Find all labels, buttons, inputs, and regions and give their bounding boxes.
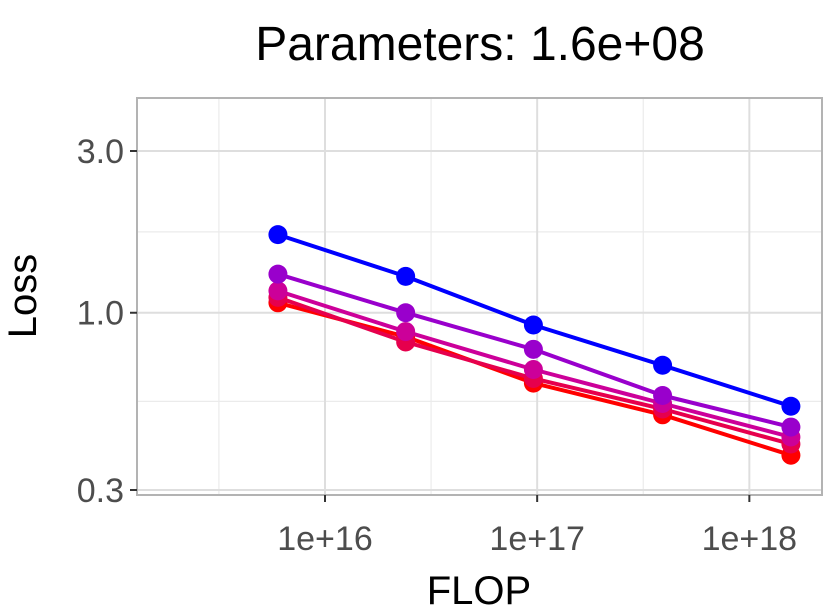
x-axis-title: FLOP — [427, 569, 531, 613]
data-point — [523, 315, 543, 335]
data-point — [781, 396, 801, 416]
plot-border — [136, 97, 823, 496]
series-group — [268, 225, 801, 416]
data-point — [653, 355, 673, 375]
data-point — [268, 281, 288, 301]
y-tick-label: 1.0 — [77, 295, 124, 333]
data-point — [268, 264, 288, 284]
data-point — [781, 417, 801, 437]
data-point — [396, 266, 416, 286]
y-tick-label: 3.0 — [77, 133, 124, 171]
data-point — [653, 386, 673, 406]
grid-major — [137, 98, 822, 495]
y-axis-ticks: 0.3 1.0 3.0 — [77, 133, 137, 510]
data-point — [523, 339, 543, 359]
data-point — [396, 303, 416, 323]
chart-title: Parameters: 1.6e+08 — [255, 18, 705, 71]
series-layer — [268, 225, 801, 465]
x-tick-label: 1e+16 — [277, 520, 373, 558]
y-axis-title: Loss — [1, 254, 45, 339]
plot-panel — [137, 98, 822, 495]
data-point — [268, 225, 288, 245]
grid-minor — [137, 98, 822, 495]
series-group — [268, 264, 801, 437]
data-point — [523, 360, 543, 380]
x-tick-label: 1e+18 — [702, 520, 798, 558]
y-tick-label: 0.3 — [77, 472, 124, 510]
x-axis-ticks: 1e+16 1e+17 1e+18 — [277, 495, 797, 558]
x-tick-label: 1e+17 — [489, 520, 585, 558]
data-point — [396, 322, 416, 342]
